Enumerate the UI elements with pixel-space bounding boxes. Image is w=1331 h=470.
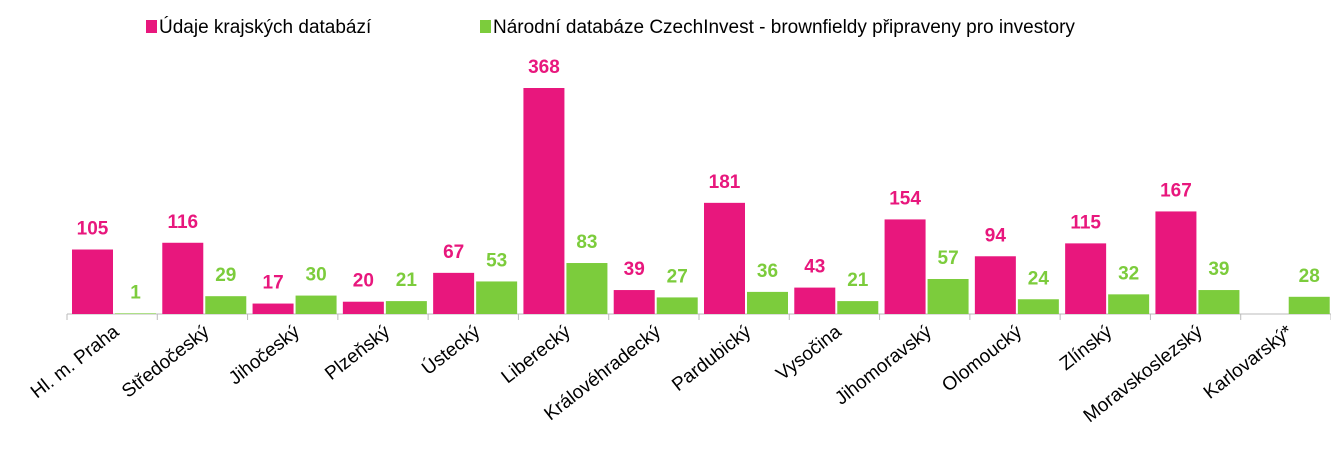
x-tick-label: Olomoucký	[938, 321, 1026, 396]
x-tick-label: Zlínský	[1056, 321, 1117, 375]
bar	[205, 296, 247, 314]
bar	[837, 301, 879, 314]
legend-swatch	[480, 20, 491, 33]
x-tick-label: Ústecký	[418, 320, 485, 379]
x-tick-label: Karlovarský*	[1200, 321, 1297, 404]
value-label: 27	[667, 266, 688, 287]
bar	[1017, 299, 1059, 314]
bar	[656, 297, 698, 314]
bar	[342, 301, 384, 314]
x-tick-label: Liberecký	[498, 321, 575, 388]
bar	[1065, 243, 1107, 314]
bar	[704, 202, 745, 314]
bar	[1155, 211, 1197, 314]
bar	[252, 303, 294, 314]
value-label: 115	[1070, 212, 1101, 233]
legend-label: Národní databáze CzechInvest - brownfiel…	[493, 17, 1075, 38]
value-label: 17	[263, 273, 284, 294]
x-tick-label: Vysočina	[772, 321, 845, 385]
bar	[433, 272, 475, 314]
bar	[1108, 294, 1150, 314]
value-label: 154	[889, 188, 921, 209]
bar	[884, 219, 926, 314]
x-tick-label: Hl. m. Praha	[27, 321, 123, 403]
x-tick-label: Plzeňský	[321, 321, 394, 385]
value-label: 32	[1118, 263, 1139, 284]
value-label: 53	[486, 250, 507, 271]
bar	[523, 88, 565, 314]
x-tick-label: Jihomoravský	[831, 321, 936, 409]
legend-swatch	[146, 20, 157, 33]
bar	[476, 281, 518, 314]
value-label: 105	[77, 219, 109, 240]
bar	[613, 290, 655, 314]
value-label: 36	[757, 261, 778, 282]
value-label: 24	[1028, 268, 1050, 289]
x-tick-label: Pardubický	[668, 321, 755, 396]
bar	[1198, 290, 1240, 314]
value-label: 20	[353, 271, 374, 292]
value-label: 94	[985, 225, 1007, 246]
x-tick-label: Jihočeský	[225, 321, 304, 389]
value-label: 29	[215, 265, 236, 286]
bar	[385, 301, 427, 314]
value-label: 39	[1208, 259, 1229, 280]
value-label: 21	[847, 270, 869, 291]
value-label: 43	[804, 257, 825, 278]
value-label: 116	[167, 212, 198, 233]
value-label: 39	[624, 259, 645, 280]
legend-label: Údaje krajských databází	[159, 16, 372, 38]
bar	[162, 242, 204, 314]
x-tick-label: Středočeský	[118, 321, 214, 402]
bar	[747, 291, 788, 314]
value-label: 67	[443, 242, 464, 263]
value-label: 1	[130, 282, 141, 303]
bar	[1288, 296, 1330, 314]
value-label: 167	[1160, 180, 1192, 201]
bar	[794, 287, 836, 314]
bar	[974, 256, 1016, 314]
value-label: 181	[709, 172, 741, 193]
bar	[295, 295, 337, 314]
value-label: 21	[396, 270, 418, 291]
bar	[927, 278, 969, 314]
bar	[115, 313, 156, 314]
bar	[72, 249, 113, 314]
value-label: 368	[528, 57, 560, 78]
bar	[566, 263, 608, 314]
value-label: 57	[938, 248, 959, 269]
value-label: 28	[1299, 266, 1320, 287]
value-label: 30	[306, 265, 327, 286]
value-label: 83	[576, 232, 597, 253]
